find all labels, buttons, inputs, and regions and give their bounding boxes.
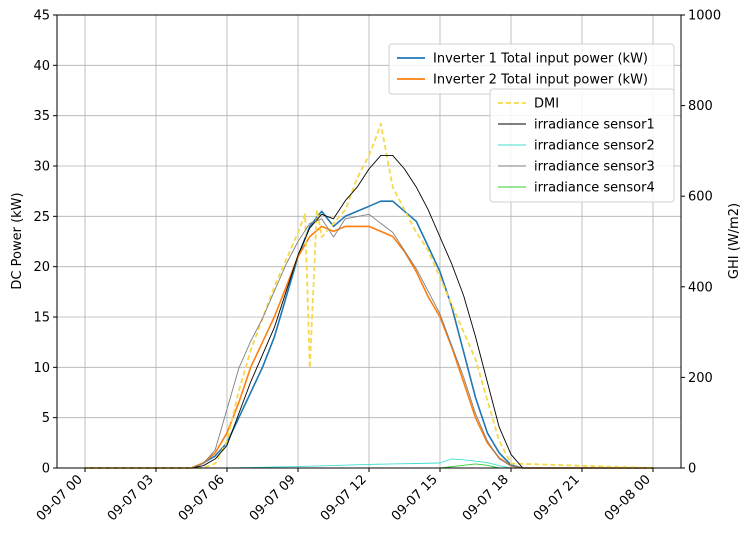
x-tick-label: 09-07 00 xyxy=(34,472,86,524)
left-y-tick-label: 20 xyxy=(33,260,50,275)
right-y-tick-label: 600 xyxy=(688,190,713,205)
legend-label: irradiance sensor4 xyxy=(534,181,655,196)
x-tick-label: 09-07 03 xyxy=(105,472,157,524)
x-tick-label: 09-07 21 xyxy=(531,472,583,524)
right-y-tick-label: 800 xyxy=(688,99,713,114)
series-group xyxy=(85,122,654,469)
x-tick-label: 09-07 06 xyxy=(176,472,228,524)
left-y-tick-label: 0 xyxy=(42,462,50,477)
left-y-tick-label: 35 xyxy=(33,109,50,124)
x-tick-label: 09-08 00 xyxy=(602,472,654,524)
series-line-inverter-2-total-input-power-kw xyxy=(85,225,653,469)
legend-label: irradiance sensor2 xyxy=(534,139,655,154)
right-y-tick-label: 400 xyxy=(688,280,713,295)
right-y-tick-label: 1000 xyxy=(688,9,721,24)
right-y-tick-label: 0 xyxy=(688,462,696,477)
legend-box xyxy=(489,88,675,203)
x-tick-label: 09-07 12 xyxy=(318,472,370,524)
left-y-tick-label: 5 xyxy=(42,411,50,426)
left-y-tick-label: 30 xyxy=(33,160,50,175)
left-y-tick-label: 10 xyxy=(33,361,50,376)
right-y-tick-label: 200 xyxy=(688,371,713,386)
left-axis-title: DC Power (kW) xyxy=(10,192,25,289)
left-y-tick-label: 40 xyxy=(33,59,50,74)
series-line-irradiance-sensor3 xyxy=(85,213,653,469)
legend-label: DMI xyxy=(534,97,559,112)
x-tick-label: 09-07 18 xyxy=(460,472,512,524)
legend-inverters: Inverter 1 Total input power (kW) Inverte… xyxy=(388,43,675,95)
legend-label: Inverter 2 Total input power (kW) xyxy=(433,73,648,88)
x-tick-label: 09-07 15 xyxy=(389,472,441,524)
right-axis-title: GHI (W/m2) xyxy=(727,203,742,279)
legend-label: Inverter 1 Total input power (kW) xyxy=(433,52,648,67)
series-line-inverter-1-total-input-power-kw xyxy=(85,200,653,469)
legend-label: irradiance sensor3 xyxy=(534,160,655,175)
left-y-tick-label: 45 xyxy=(33,9,50,24)
left-y-tick-label: 25 xyxy=(33,210,50,225)
left-y-tick-label: 15 xyxy=(33,311,50,326)
legend-irradiance: DMI irradiance sensor1 irradiance sensor2 i… xyxy=(489,88,675,203)
legend-label: irradiance sensor1 xyxy=(534,118,655,133)
series-line-irradiance-sensor1 xyxy=(85,154,653,469)
x-tick-label: 09-07 09 xyxy=(247,472,299,524)
series-line-irradiance-sensor2 xyxy=(85,458,653,469)
